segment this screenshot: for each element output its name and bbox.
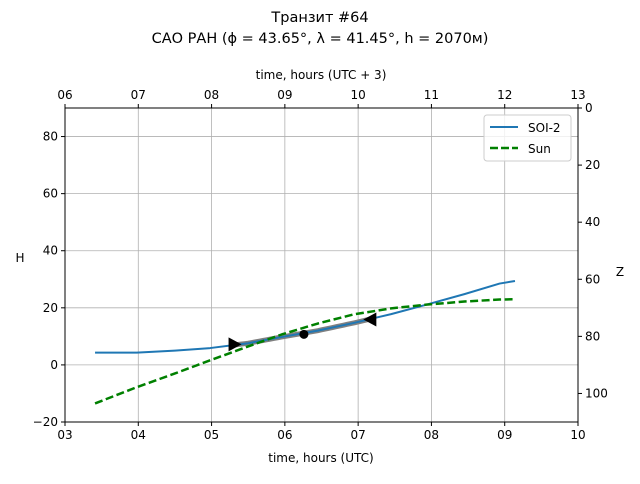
y-axis-label: H	[15, 251, 24, 265]
chart-subtitle: САО РАН (ϕ = 43.65°, λ = 41.45°, h = 207…	[152, 31, 489, 47]
y-right-tick-label: 80	[585, 329, 600, 343]
marker-egress	[363, 312, 377, 327]
series-line-soi-2	[95, 279, 516, 354]
x-tick-label: 06	[277, 428, 292, 442]
x-top-tick-label: 06	[57, 88, 72, 102]
x-axis-label: time, hours (UTC)	[268, 451, 373, 465]
y-axis-right-label: Z	[616, 265, 624, 279]
legend-label-sun: Sun	[528, 142, 551, 156]
x-top-tick-label: 12	[497, 88, 512, 102]
marker-mid-transit	[299, 329, 309, 339]
y-tick-label: 20	[43, 301, 58, 315]
x-tick-label: 04	[131, 428, 146, 442]
y-right-tick-label: 100	[585, 386, 608, 400]
ticks: 03 06 04 07 05 08 06 09 07 10 08 11 09 12 10 13 −20 0 20 40…	[33, 88, 608, 442]
chart-title: Транзит #64	[270, 10, 368, 26]
x-tick-label: 03	[57, 428, 72, 442]
y-tick-label: 80	[43, 130, 58, 144]
x-top-tick-label: 07	[131, 88, 146, 102]
plot-area	[94, 279, 516, 405]
y-right-tick-label: 20	[585, 158, 600, 172]
y-tick-label: 60	[43, 187, 58, 201]
legend: SOI-2 Sun	[483, 114, 572, 162]
series-line-sun	[94, 298, 515, 405]
y-right-tick-label: 0	[585, 101, 593, 115]
x-top-tick-label: 10	[351, 88, 366, 102]
legend-label-soi2: SOI-2	[528, 121, 561, 135]
x-tick-label: 09	[497, 428, 512, 442]
axes-frame	[64, 107, 579, 423]
y-right-tick-label: 40	[585, 215, 600, 229]
x-top-tick-label: 11	[424, 88, 439, 102]
x-top-tick-label: 08	[204, 88, 219, 102]
marker-ingress	[228, 337, 242, 352]
x-axis-top-label: time, hours (UTC + 3)	[256, 68, 387, 82]
x-top-tick-label: 09	[277, 88, 292, 102]
y-right-tick-label: 60	[585, 272, 600, 286]
x-tick-label: 08	[424, 428, 439, 442]
x-top-tick-label: 13	[570, 88, 585, 102]
x-tick-label: 07	[351, 428, 366, 442]
x-tick-label: 05	[204, 428, 219, 442]
y-tick-label: 0	[50, 358, 58, 372]
y-tick-label: 40	[43, 244, 58, 258]
x-tick-label: 10	[570, 428, 585, 442]
y-tick-label: −20	[33, 415, 58, 429]
